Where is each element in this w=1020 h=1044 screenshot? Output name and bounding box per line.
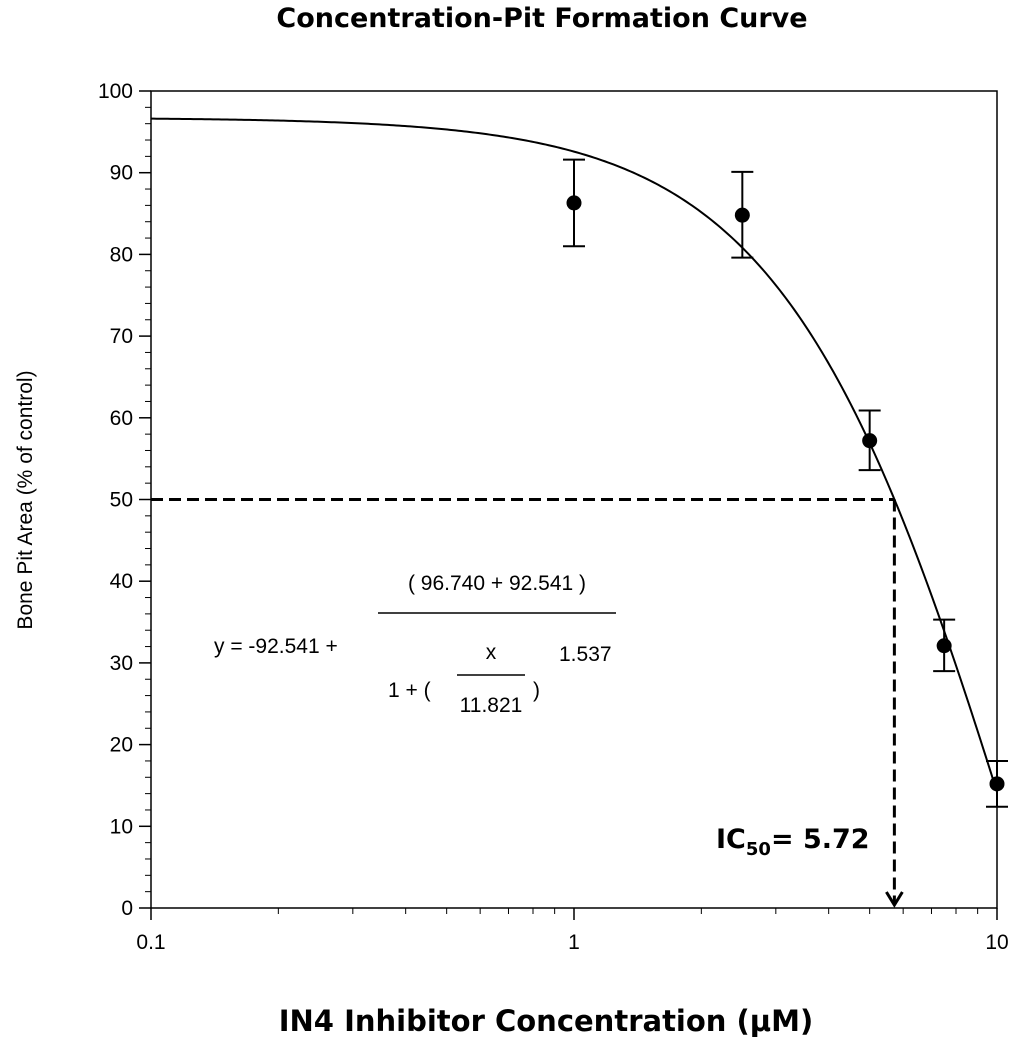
y-tick-labels: 0 10 20 30 40 50 60 70 80 90 100 [98, 80, 133, 920]
y-tick-label: 50 [110, 489, 133, 512]
data-point [936, 638, 952, 654]
x-tick-labels: 0.1 1 10 [136, 931, 1008, 954]
data-point [989, 776, 1005, 792]
major-ticks [139, 90, 998, 920]
data-point-group [731, 170, 754, 259]
data-point [862, 433, 878, 449]
equation-prefix: y = -92.541 + [214, 635, 338, 658]
ic50-label-prefix: IC [716, 824, 746, 855]
fit-curve [150, 117, 998, 793]
x-tick-label: 1 [568, 931, 580, 954]
data-points [563, 158, 1008, 808]
ic50-label: IC50= 5.72 [716, 824, 870, 860]
y-tick-label: 100 [98, 80, 133, 103]
minor-ticks [145, 106, 979, 914]
y-tick-label: 10 [110, 815, 133, 838]
ic50-arrow-icon [885, 891, 904, 908]
equation-close-paren: ) [533, 679, 540, 702]
ic50-label-value: = 5.72 [771, 824, 870, 855]
x-tick-label: 0.1 [136, 931, 165, 954]
y-tick-label: 80 [110, 243, 133, 266]
y-tick-label: 60 [110, 407, 133, 430]
ic50-label-subscript: 50 [746, 839, 771, 860]
y-tick-label: 0 [121, 897, 133, 920]
y-tick-label: 30 [110, 652, 133, 675]
data-point [566, 195, 582, 211]
data-point-group [858, 409, 881, 472]
data-point [734, 207, 750, 223]
equation-numerator: ( 96.740 + 92.541 ) [408, 572, 586, 595]
y-tick-label: 90 [110, 162, 133, 185]
y-axis-label: Bone Pit Area (% of control) [14, 370, 37, 629]
equation-x0: 11.821 [460, 694, 523, 717]
fit-equation: y = -92.541 + ( 96.740 + 92.541 ) 1 + ( … [214, 572, 616, 717]
y-tick-label: 20 [110, 734, 133, 757]
equation-denominator-lead: 1 + ( [388, 679, 431, 702]
y-tick-label: 70 [110, 325, 133, 348]
x-axis-label: IN4 Inhibitor Concentration (μM) [279, 1004, 814, 1038]
data-point-group [563, 158, 585, 248]
y-tick-label: 40 [110, 570, 133, 593]
equation-x: x [486, 641, 497, 664]
data-point-group [933, 618, 956, 673]
x-tick-label: 10 [985, 931, 1008, 954]
data-point-group [986, 759, 1008, 808]
chart-title: Concentration-Pit Formation Curve [276, 3, 807, 34]
equation-exponent: 1.537 [559, 643, 612, 666]
